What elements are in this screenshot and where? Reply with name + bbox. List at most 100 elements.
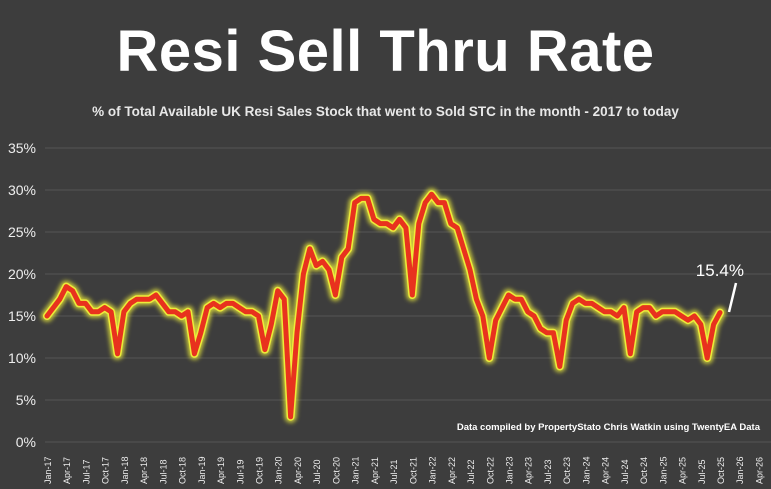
x-tick-label: Oct-18 [178,457,188,484]
y-tick-label: 15% [8,308,36,324]
x-tick-label: Jul-23 [543,459,553,484]
data-point [603,310,607,314]
data-point [404,226,408,230]
x-tick-label: Jul-21 [389,459,399,484]
data-point [449,222,453,226]
data-point [116,352,120,356]
data-point [276,289,280,293]
data-credit: Data compiled by PropertyStato Chris Wat… [457,422,761,433]
data-point [462,247,466,251]
data-point [192,352,196,356]
data-point [122,310,126,314]
x-tick-label: Apr-17 [62,457,72,484]
data-point [571,301,575,305]
x-tick-label: Jan-23 [504,456,514,484]
data-point [654,314,658,318]
data-point [289,415,293,419]
x-tick-label: Oct-17 [101,457,111,484]
data-point [257,314,261,318]
latest-value-callout: 15.4% [696,261,744,280]
data-point [596,306,600,310]
data-point [583,301,587,305]
data-point [314,264,318,268]
data-point [391,226,395,230]
x-tick-label: Jul-17 [81,459,91,484]
callout-pointer [727,282,738,313]
x-tick-label: Jan-17 [43,456,53,484]
x-tick-label: Jan-24 [581,456,591,484]
data-point [423,201,427,205]
data-point [641,306,645,310]
data-point [51,306,55,310]
data-point [564,318,568,322]
data-point [455,226,459,230]
data-point [615,314,619,318]
data-point [218,306,222,310]
data-point [398,217,402,221]
data-point [647,306,651,310]
data-point [410,293,414,297]
data-point [199,331,203,335]
x-tick-label: Apr-25 [678,457,688,484]
data-point [128,301,132,305]
data-point [180,314,184,318]
x-tick-label: Apr-24 [601,457,611,484]
series-line [44,191,723,420]
x-tick-label: Apr-22 [447,457,457,484]
data-point [340,255,344,259]
data-point [635,310,639,314]
data-point [269,322,273,326]
data-point [551,331,555,335]
data-point [673,310,677,314]
data-point [295,331,299,335]
y-tick-label: 10% [8,350,36,366]
data-point [372,217,376,221]
y-tick-label: 5% [16,392,36,408]
x-tick-label: Apr-18 [139,457,149,484]
data-point [609,310,613,314]
x-tick-label: Oct-24 [639,457,649,484]
x-tick-label: Jan-21 [351,456,361,484]
data-point [692,314,696,318]
data-point [385,222,389,226]
data-point [308,247,312,251]
data-point [103,306,107,310]
data-point [545,331,549,335]
x-tick-label: Jan-20 [274,456,284,484]
data-point [77,301,81,305]
x-tick-label: Jul-19 [235,459,245,484]
data-point [474,297,478,301]
data-point [430,192,434,196]
data-point [481,314,485,318]
data-point [365,196,369,200]
data-point [532,314,536,318]
data-point [321,259,325,263]
data-point [90,310,94,314]
data-point [96,310,100,314]
data-point [109,310,113,314]
data-point [487,356,491,360]
x-tick-label: Apr-19 [216,457,226,484]
data-point [622,306,626,310]
data-point [660,310,664,314]
data-point [378,222,382,226]
data-point [628,352,632,356]
data-point [160,301,164,305]
data-point [250,310,254,314]
x-tick-label: Jul-18 [158,459,168,484]
data-point [500,306,504,310]
data-point [224,301,228,305]
data-point [64,285,68,289]
data-point [712,322,716,326]
data-point [231,301,235,305]
data-point [141,297,145,301]
data-point [359,196,363,200]
x-tick-label: Oct-19 [255,457,265,484]
x-tick-label: Oct-20 [331,457,341,484]
x-tick-label: Oct-25 [716,457,726,484]
x-tick-label: Jul-20 [312,459,322,484]
data-point [71,289,75,293]
data-point [148,297,152,301]
